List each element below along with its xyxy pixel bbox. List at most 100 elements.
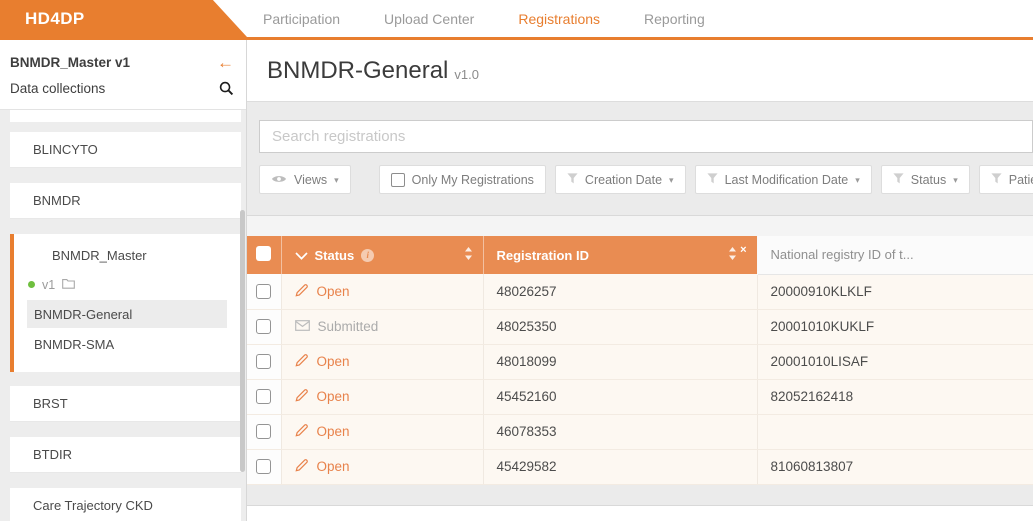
page-version: v1.0 (454, 67, 479, 82)
collection-bnmdr-master[interactable]: BNMDR_Master (52, 248, 147, 263)
chevron-down-icon: ▾ (334, 174, 339, 185)
national-registry-column-header[interactable]: National registry ID of t... (770, 247, 914, 263)
sort-icon[interactable] (728, 247, 737, 263)
chevron-down-icon: ▾ (953, 174, 958, 185)
national-registry-id-cell: 20000910KLKLF (757, 274, 1033, 310)
last-modification-label: Last Modification Date (724, 172, 849, 187)
table-row[interactable]: Open 48026257 20000910KLKLF (247, 274, 1033, 310)
chevron-down-icon: ▾ (669, 174, 674, 185)
national-registry-id-cell: 20001010LISAF (757, 344, 1033, 380)
pencil-icon (294, 423, 309, 440)
registration-id-cell: 48018099 (483, 344, 758, 380)
collection-child-bnmdr-general[interactable]: BNMDR-General (27, 300, 227, 328)
collection-child-bnmdr-sma[interactable]: BNMDR-SMA (34, 336, 115, 352)
only-my-registrations-toggle[interactable]: Only My Registrations (378, 165, 546, 194)
views-button[interactable]: Views ▾ (259, 165, 351, 194)
tab-participation[interactable]: Participation (263, 10, 341, 27)
search-registrations-input[interactable] (259, 120, 1033, 153)
search-icon[interactable] (219, 81, 234, 96)
list-item-partial[interactable] (10, 110, 241, 122)
row-checkbox[interactable] (256, 459, 272, 475)
status-label: Submitted (317, 319, 379, 334)
table-header-row: Status (247, 236, 1033, 275)
status-label: Open (316, 459, 350, 474)
collection-blincyto[interactable]: BLINCYTO (10, 132, 241, 168)
version-label: v1 (42, 277, 56, 292)
funnel-icon (893, 172, 904, 187)
registrations-content: Views ▾ Only My Registrations Creation D… (247, 102, 1033, 505)
registration-id-cell: 48026257 (483, 274, 758, 310)
select-all-checkbox[interactable] (256, 246, 272, 261)
title-band: BNMDR-General v1.0 (247, 40, 1033, 102)
status-filter-button[interactable]: Status ▾ (880, 165, 970, 194)
pencil-icon (294, 283, 309, 300)
status-label: Open (316, 354, 350, 369)
collection-label: Care Trajectory CKD (33, 498, 153, 513)
national-registry-id-cell: 20001010KUKLF (757, 309, 1033, 345)
envelope-icon (294, 319, 310, 334)
status-cell[interactable]: Open (294, 458, 350, 475)
only-my-label: Only My Registrations (411, 172, 534, 187)
only-my-checkbox[interactable] (390, 172, 405, 187)
active-status-dot (28, 281, 35, 288)
row-checkbox[interactable] (256, 389, 272, 405)
sidebar-title: BNMDR_Master v1 (10, 54, 131, 70)
funnel-icon (991, 172, 1002, 187)
tab-registrations[interactable]: Registrations (518, 10, 601, 27)
sidebar: BNMDR_Master v1 ← Data collections BLINC… (0, 40, 247, 521)
tab-upload-center[interactable]: Upload Center (384, 10, 475, 27)
status-cell[interactable]: Open (294, 353, 350, 370)
status-filter-label: Status (910, 172, 947, 187)
info-icon[interactable] (361, 248, 375, 262)
registration-id-cell: 45452160 (483, 379, 758, 415)
table-row[interactable]: Open 45429582 81060813807 (247, 449, 1033, 485)
sort-icon[interactable] (464, 247, 473, 263)
collection-brst[interactable]: BRST (10, 386, 241, 422)
top-bar: HD4DP Participation Upload Center Regist… (0, 0, 1033, 40)
table-row[interactable]: Open 48018099 20001010LISAF (247, 344, 1033, 380)
collection-bnmdr-master-expanded: BNMDR_Master v1 BNMDR-General BNMDR-SMA (10, 234, 241, 372)
patient-filter-button[interactable]: Patient ▾ (978, 165, 1033, 194)
sidebar-scrollbar[interactable] (240, 210, 245, 472)
collection-bnmdr[interactable]: BNMDR (10, 183, 241, 219)
status-cell[interactable]: Submitted (294, 319, 379, 334)
status-cell[interactable]: Open (294, 423, 350, 440)
row-checkbox[interactable] (256, 424, 272, 440)
chevron-down-icon[interactable] (294, 248, 308, 263)
status-cell[interactable]: Open (294, 388, 350, 405)
registrations-table-panel: Status (247, 215, 1033, 485)
status-cell[interactable]: Open (294, 283, 350, 300)
creation-date-label: Creation Date (584, 172, 663, 187)
table-row[interactable]: Open 45452160 82052162418 (247, 379, 1033, 415)
registration-id-cell: 45429582 (483, 449, 758, 485)
creation-date-filter-button[interactable]: Creation Date ▾ (554, 165, 686, 194)
collection-label: BLINCYTO (33, 142, 98, 157)
tab-reporting[interactable]: Reporting (644, 10, 705, 27)
table-row[interactable]: Submitted 48025350 20001010KUKLF (247, 309, 1033, 345)
left-arrow-icon[interactable]: ← (217, 52, 234, 72)
collections-list: BLINCYTO BNMDR BNMDR_Master v1 BNMDR-Gen… (0, 110, 246, 521)
pencil-icon (294, 353, 309, 370)
row-checkbox[interactable] (256, 284, 272, 300)
collection-label: BRST (33, 396, 68, 411)
sidebar-header: BNMDR_Master v1 ← Data collections (0, 40, 246, 110)
collection-care-trajectory-ckd[interactable]: Care Trajectory CKD (10, 488, 241, 521)
eye-icon (271, 173, 287, 187)
last-modification-date-filter-button[interactable]: Last Modification Date ▾ (694, 165, 872, 194)
collection-btdir[interactable]: BTDIR (10, 437, 241, 473)
national-registry-id-cell (757, 414, 1033, 450)
folder-icon (62, 277, 76, 292)
registrations-table: Status (247, 236, 1033, 485)
row-checkbox[interactable] (256, 354, 272, 370)
table-row[interactable]: Open 46078353 (247, 414, 1033, 450)
filter-toolbar: Views ▾ Only My Registrations Creation D… (259, 165, 1033, 194)
national-registry-id-cell: 81060813807 (757, 449, 1033, 485)
row-checkbox[interactable] (256, 319, 272, 335)
registration-id-cell: 46078353 (483, 414, 758, 450)
pencil-icon (294, 458, 309, 475)
app-logo[interactable]: HD4DP (0, 0, 247, 37)
status-column-header[interactable]: Status (314, 247, 355, 263)
registration-id-column-header[interactable]: Registration ID (496, 247, 589, 263)
version-row[interactable]: v1 (14, 273, 241, 300)
